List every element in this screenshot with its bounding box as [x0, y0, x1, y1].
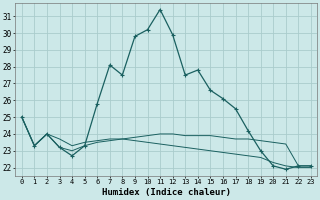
X-axis label: Humidex (Indice chaleur): Humidex (Indice chaleur): [102, 188, 231, 197]
